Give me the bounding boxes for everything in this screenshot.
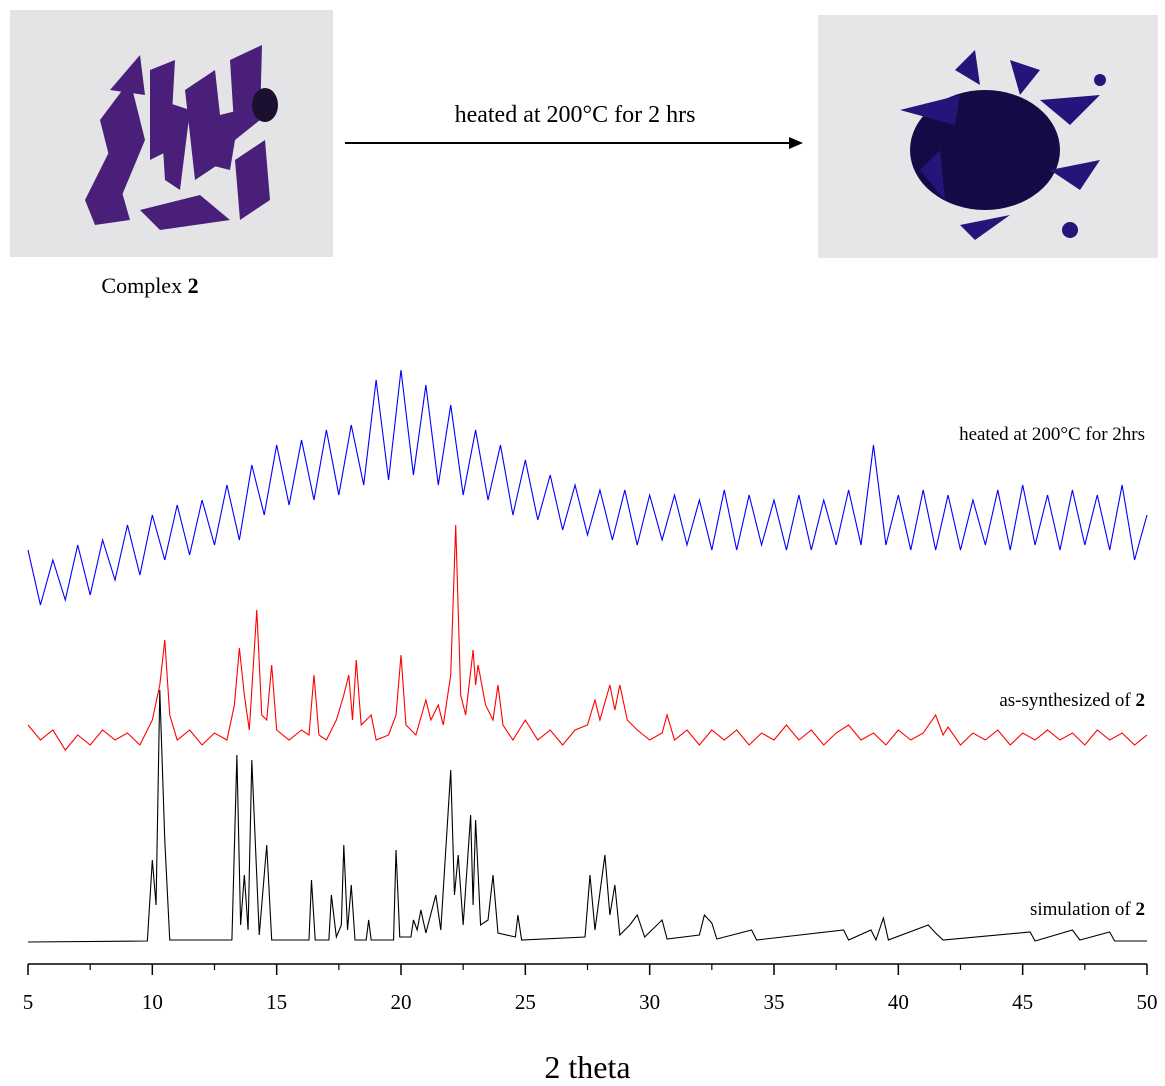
x-tick-label: 10 <box>142 990 163 1014</box>
arrow-head <box>789 137 803 149</box>
photo-after <box>818 15 1158 258</box>
series-label: simulation of 2 <box>1030 899 1145 920</box>
series-label: as-synthesized of 2 <box>999 690 1145 711</box>
series-label-text: as-synthesized of <box>999 690 1135 711</box>
x-tick-label: 40 <box>888 990 909 1014</box>
series-label: heated at 200°C for 2hrs <box>959 424 1145 445</box>
caption-bold: 2 <box>188 273 199 298</box>
x-tick-label: 45 <box>1012 990 1033 1014</box>
x-tick-label: 30 <box>639 990 660 1014</box>
x-tick-label: 50 <box>1137 990 1158 1014</box>
series-line <box>27 689 1147 943</box>
series-label-bold: 2 <box>1136 899 1146 920</box>
series-label-text: simulation of <box>1030 899 1136 920</box>
x-tick-label: 25 <box>515 990 536 1014</box>
x-tick-label: 20 <box>391 990 412 1014</box>
photo-caption: Complex 2 <box>101 273 198 298</box>
x-tick-label: 35 <box>764 990 785 1014</box>
series-line <box>27 369 1148 606</box>
x-tick-label: 5 <box>23 990 34 1014</box>
photo-before <box>10 10 333 257</box>
caption-text: Complex <box>101 273 182 298</box>
x-tick-label: 15 <box>266 990 287 1014</box>
series-line <box>27 524 1148 751</box>
series-label-bold: 2 <box>1136 690 1146 711</box>
arrow-label: heated at 200°C for 2 hrs <box>455 102 696 128</box>
x-axis-title: 2 theta <box>544 1049 630 1085</box>
